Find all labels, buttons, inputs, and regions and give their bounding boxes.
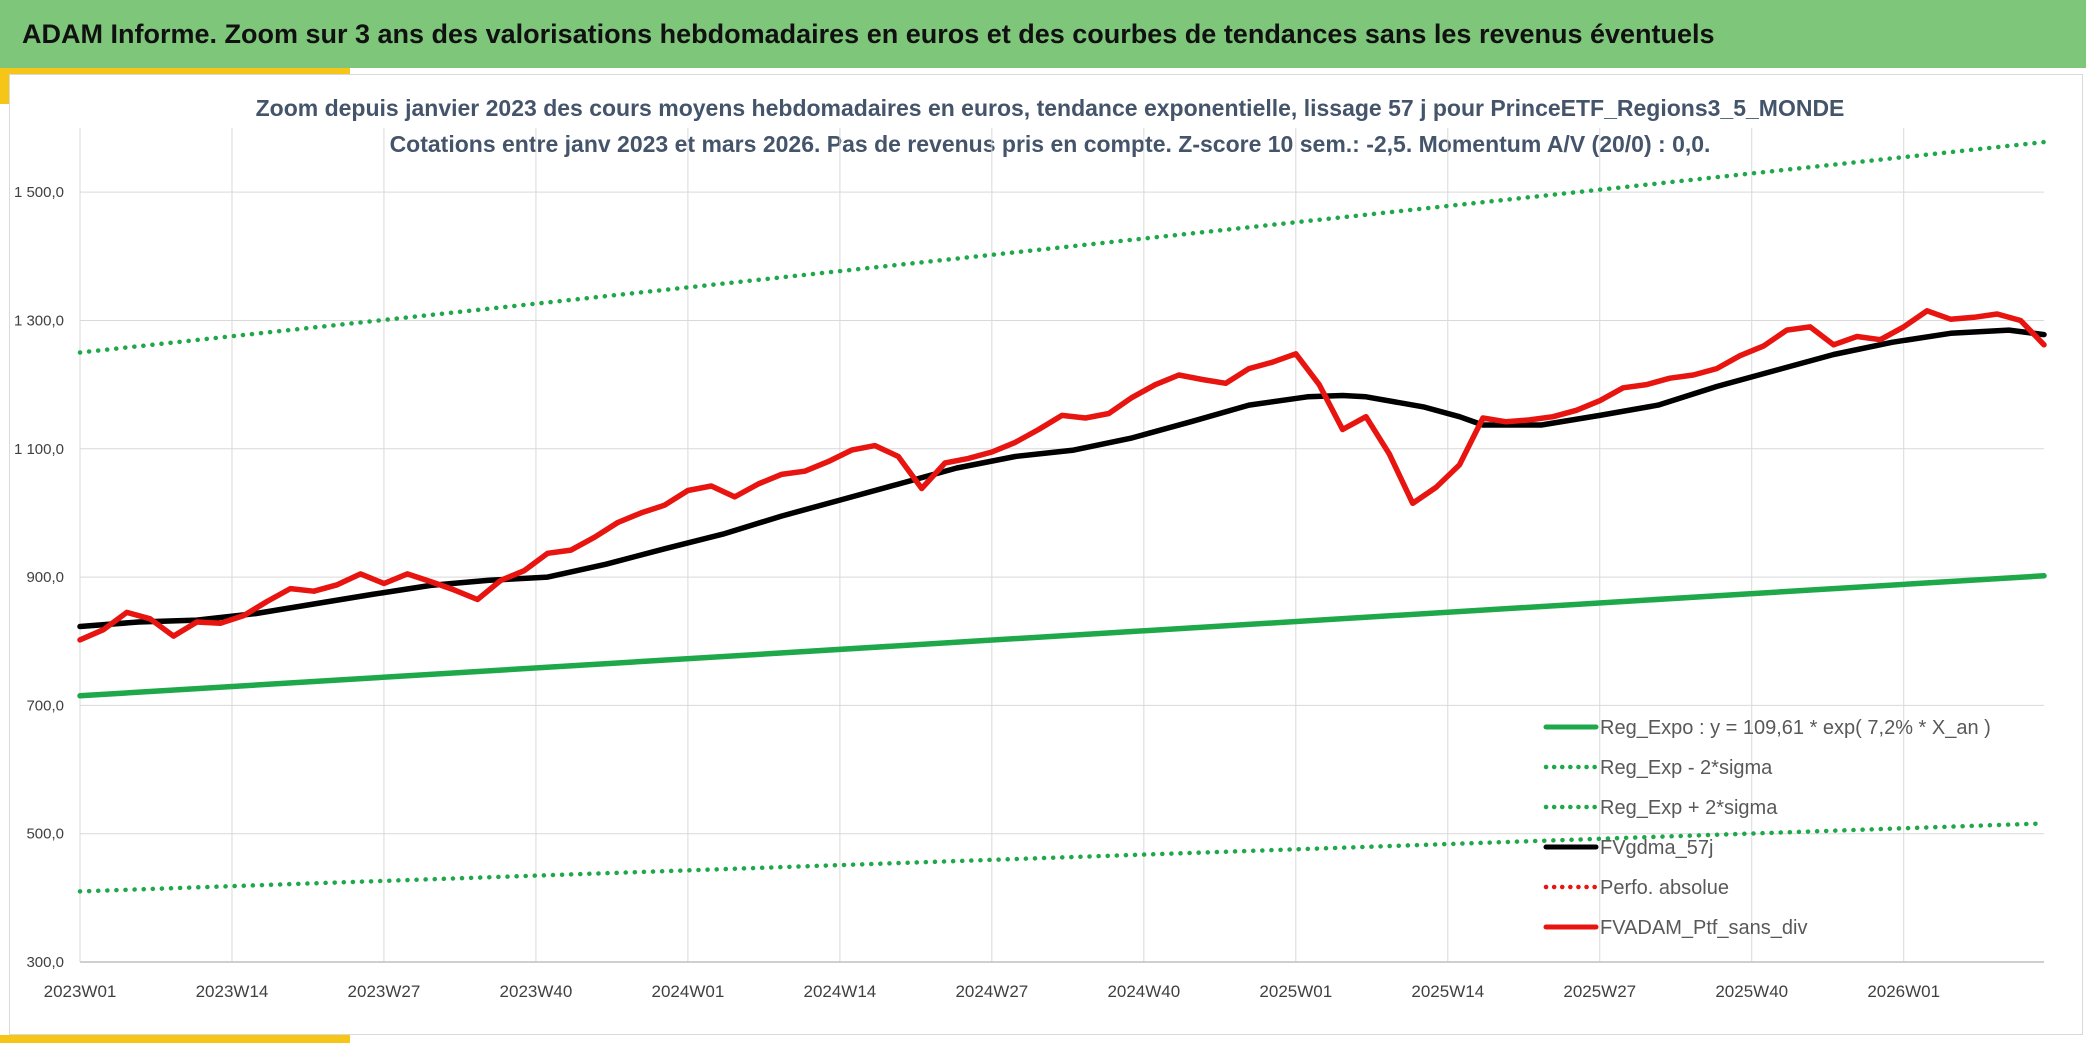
axes (79, 128, 2044, 963)
x-tick-label: 2025W14 (1411, 982, 1484, 1001)
chart-title: Zoom depuis janvier 2023 des cours moyen… (256, 95, 1845, 121)
x-tick-label: 2023W40 (500, 982, 573, 1001)
y-tick-label: 900,0 (26, 569, 64, 586)
legend-label: FVADAM_Ptf_sans_div (1600, 917, 1808, 939)
legend-label: Reg_Exp - 2*sigma (1600, 757, 1773, 779)
x-tick-label: 2024W01 (652, 982, 725, 1001)
chart-subtitle: Cotations entre janv 2023 et mars 2026. … (390, 131, 1711, 157)
x-tick-label: 2025W27 (1563, 982, 1636, 1001)
x-tick-label: 2024W40 (1107, 982, 1180, 1001)
series-line-0 (77, 573, 2047, 699)
series-line-2 (77, 139, 2047, 355)
legend-label: Reg_Exp + 2*sigma (1600, 797, 1778, 819)
x-tick-label: 2023W01 (44, 982, 117, 1001)
legend-label: FVgdma_57j (1600, 837, 1713, 859)
accent-bar-bottom (0, 1035, 350, 1043)
report-title: ADAM Informe. Zoom sur 3 ans des valoris… (22, 18, 1715, 49)
legend-label: Perfo. absolue (1600, 877, 1729, 899)
x-tick-label: 2024W27 (955, 982, 1028, 1001)
y-tick-label: 1 300,0 (14, 312, 64, 329)
accent-bar-top (0, 68, 350, 74)
x-tick-labels: 2023W01 2023W14 2023W27 2023W40 2024W01 2024W… (44, 982, 1940, 1001)
y-tick-label: 300,0 (26, 954, 64, 971)
x-tick-label: 2023W14 (196, 982, 269, 1001)
legend-label: Reg_Expo : y = 109,61 * exp( 7,2% * X_an… (1600, 717, 1991, 739)
report-banner: ADAM Informe. Zoom sur 3 ans des valoris… (0, 0, 2086, 68)
series-line-1 (77, 821, 2047, 894)
accent-bar-left (0, 68, 9, 104)
series-lines (77, 139, 2047, 894)
x-tick-label: 2024W14 (803, 982, 876, 1001)
x-tick-label: 2025W01 (1259, 982, 1332, 1001)
x-tick-label: 2025W40 (1715, 982, 1788, 1001)
chart-frame (9, 74, 2083, 1035)
x-tick-label: 2026W01 (1867, 982, 1940, 1001)
legend: Reg_Expo : y = 109,61 * exp( 7,2% * X_an… (1543, 717, 1991, 939)
y-tick-label: 1 500,0 (14, 184, 64, 201)
y-tick-labels: 300,0 500,0 700,0 900,0 1 100,0 1 300,0 1 500,… (14, 184, 64, 971)
y-tick-label: 1 100,0 (14, 441, 64, 458)
series-line-3 (77, 327, 2047, 630)
grid-lines (79, 128, 2044, 963)
series-line-5 (77, 308, 2047, 643)
x-tick-label: 2023W27 (348, 982, 421, 1001)
y-tick-label: 700,0 (26, 697, 64, 714)
y-tick-label: 500,0 (26, 826, 64, 843)
